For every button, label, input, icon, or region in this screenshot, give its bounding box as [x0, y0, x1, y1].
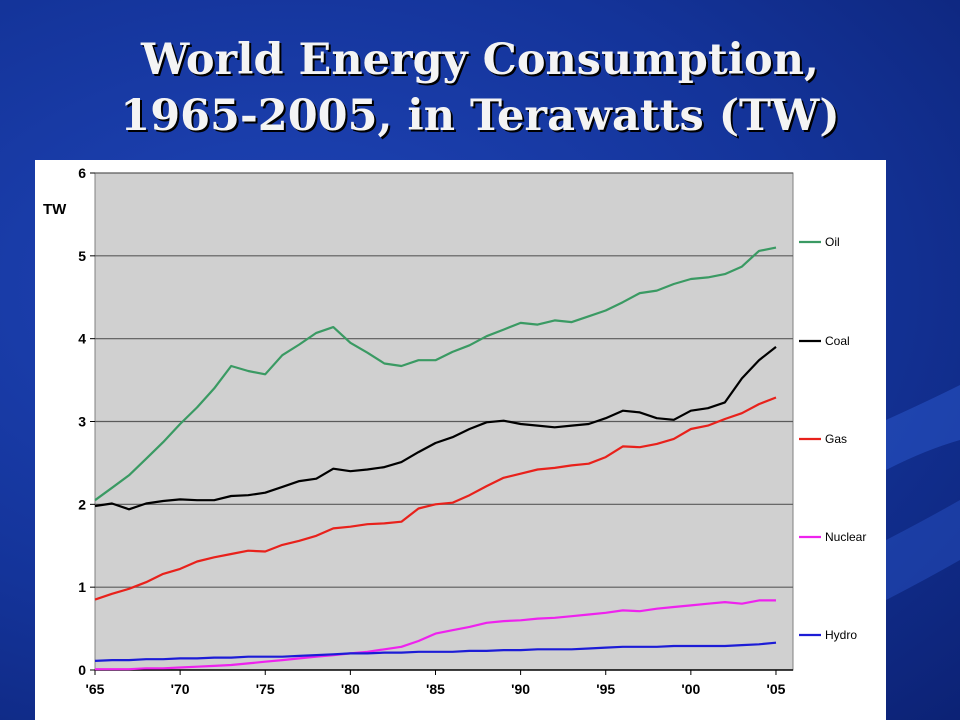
x-tick-label: '65 [86, 681, 105, 697]
x-tick-label: '95 [596, 681, 615, 697]
x-tick-label: '85 [426, 681, 445, 697]
y-tick-label: 2 [78, 496, 86, 512]
slide-title: World Energy Consumption, 1965-2005, in … [0, 32, 960, 144]
legend-label-oil: Oil [825, 235, 840, 249]
x-tick-label: '00 [681, 681, 700, 697]
series-line-nuclear [95, 599, 776, 671]
slide-title-line-2: 1965-2005, in Terawatts (TW) [120, 91, 840, 141]
series-line-oil [94, 246, 777, 502]
y-tick-label: 6 [78, 165, 86, 181]
y-tick-label: 0 [78, 662, 86, 678]
series-line-gas [94, 396, 777, 601]
y-tick-label: 3 [78, 414, 86, 430]
legend-label-hydro: Hydro [825, 628, 857, 642]
x-tick-label: '90 [511, 681, 530, 697]
slide-title-line-1: World Energy Consumption, [141, 35, 819, 85]
y-tick-label: 1 [78, 579, 86, 595]
series-line-hydro [94, 641, 777, 662]
y-tick-label: 4 [78, 331, 86, 347]
y-axis-label: TW [43, 201, 67, 218]
chart-panel: 0 1 2 3 4 5 6 '65 '70 '75 '80 '85 '90 '95 '00 '05 TW Oil C… [35, 160, 886, 720]
series-line-coal [94, 346, 777, 511]
x-tick-label: '75 [256, 681, 275, 697]
energy-line-chart: 0 1 2 3 4 5 6 '65 '70 '75 '80 '85 '90 '95 '00 '05 TW Oil C… [43, 165, 866, 697]
x-tick-label: '80 [341, 681, 360, 697]
legend-label-nuclear: Nuclear [825, 530, 866, 544]
y-tick-label: 5 [78, 248, 86, 264]
x-tick-label: '05 [767, 681, 786, 697]
legend-label-gas: Gas [825, 432, 847, 446]
x-tick-label: '70 [171, 681, 190, 697]
legend-label-coal: Coal [825, 334, 850, 348]
